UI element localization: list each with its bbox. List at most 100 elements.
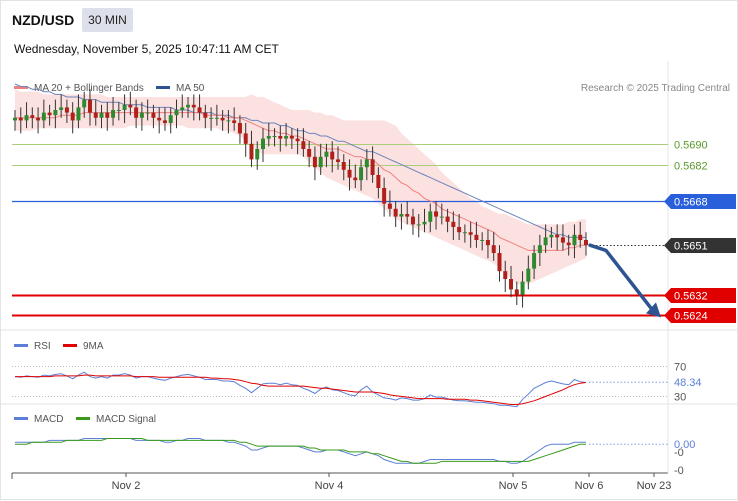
legend-rsi-swatch (14, 344, 28, 347)
candle (220, 110, 225, 131)
candle (243, 123, 248, 157)
level-label-1: 0.5682 (674, 161, 708, 173)
candle (393, 201, 398, 227)
candle (445, 208, 450, 233)
x-tick-label: Nov 4 (315, 480, 344, 492)
legend-9ma-swatch (63, 344, 77, 347)
candle (584, 232, 588, 256)
candle (532, 245, 537, 279)
candle (370, 146, 375, 183)
candle (162, 107, 167, 131)
level-label-3: 0.5651 (674, 241, 708, 253)
candle (474, 221, 479, 248)
rsi-level-label: 30 (674, 392, 686, 404)
candle (503, 260, 508, 292)
price-badges: 0.5690 0.5682 0.5668 0.5651 0.5632 0.5624 (664, 140, 736, 323)
candle (105, 102, 110, 131)
legend-ma50-swatch (156, 86, 170, 89)
candle (203, 104, 208, 129)
level-badge-bg (664, 288, 736, 303)
macd-line (15, 438, 586, 464)
level-label-2: 0.5668 (674, 197, 708, 209)
candle (566, 234, 571, 256)
candle (41, 99, 46, 129)
candle (111, 97, 116, 126)
rsi-last-label: 48.34 (674, 377, 702, 389)
candle (382, 177, 387, 217)
candle (555, 224, 560, 251)
legend-signal-label: MACD Signal (96, 414, 156, 425)
candle (180, 94, 185, 118)
candle (491, 232, 496, 261)
candle (284, 123, 289, 147)
candle (387, 190, 392, 217)
candle (376, 167, 381, 199)
candle (295, 128, 300, 155)
candle (64, 99, 69, 123)
rsi-line (14, 371, 587, 408)
level-badge-bg (664, 238, 736, 253)
timeframe-button[interactable]: 30 MIN (82, 8, 133, 32)
projection-arrow (588, 243, 661, 318)
candle (341, 154, 346, 181)
credit-text: Research © 2025 Trading Central (581, 83, 730, 94)
candle (312, 146, 317, 181)
legend-ma20-label: MA 20 + Bollinger Bands (34, 83, 144, 94)
candle (134, 99, 139, 129)
candle (353, 164, 358, 188)
level-badge-4: 0.5632 (664, 288, 736, 303)
candle (364, 149, 369, 181)
candle (36, 107, 41, 134)
candle (514, 281, 519, 305)
projection-path (588, 243, 654, 312)
rsi-level-label: 70 (674, 362, 686, 374)
candle (543, 224, 548, 253)
candle (24, 102, 29, 129)
candle (485, 229, 490, 259)
candle (122, 94, 127, 123)
candle (70, 102, 75, 134)
candle (87, 89, 92, 126)
ma20-line (15, 112, 586, 251)
level-badge-3: 0.5651 (664, 238, 736, 253)
candle (307, 141, 312, 168)
time-axis: Nov 2 Nov 4 Nov 5 Nov 6 Nov 23 (11, 473, 672, 492)
candle (47, 104, 52, 126)
candle (526, 255, 531, 290)
candle (76, 94, 81, 129)
candle (128, 91, 133, 116)
level-label-0: 0.5690 (674, 140, 708, 152)
candle (434, 201, 439, 230)
candle (422, 208, 427, 233)
candlesticks (13, 89, 588, 308)
candle (289, 128, 294, 149)
candle (416, 214, 421, 238)
legend-signal-swatch (76, 417, 90, 420)
candle (410, 208, 415, 235)
candle (509, 266, 514, 298)
candle (226, 110, 231, 134)
candle (151, 104, 156, 129)
candle (18, 107, 23, 134)
candle (468, 221, 473, 248)
candle (209, 107, 214, 131)
candle (99, 104, 104, 129)
candle (214, 104, 219, 126)
candle (335, 146, 340, 170)
candle (139, 102, 144, 131)
candle (480, 232, 485, 251)
candle (457, 214, 462, 240)
candle (197, 94, 202, 121)
rsi-panel: 70 30 48.34 (12, 362, 702, 408)
x-tick-label: Nov 23 (637, 480, 672, 492)
x-tick-label: Nov 6 (575, 480, 604, 492)
macd-tick-label: 0.00 (674, 439, 695, 451)
candle (93, 99, 98, 126)
x-tick-label: Nov 2 (112, 480, 141, 492)
candle (439, 203, 444, 225)
price-levels (12, 144, 668, 317)
bollinger-bands (15, 89, 586, 285)
candle (261, 128, 266, 162)
candle (82, 91, 87, 118)
